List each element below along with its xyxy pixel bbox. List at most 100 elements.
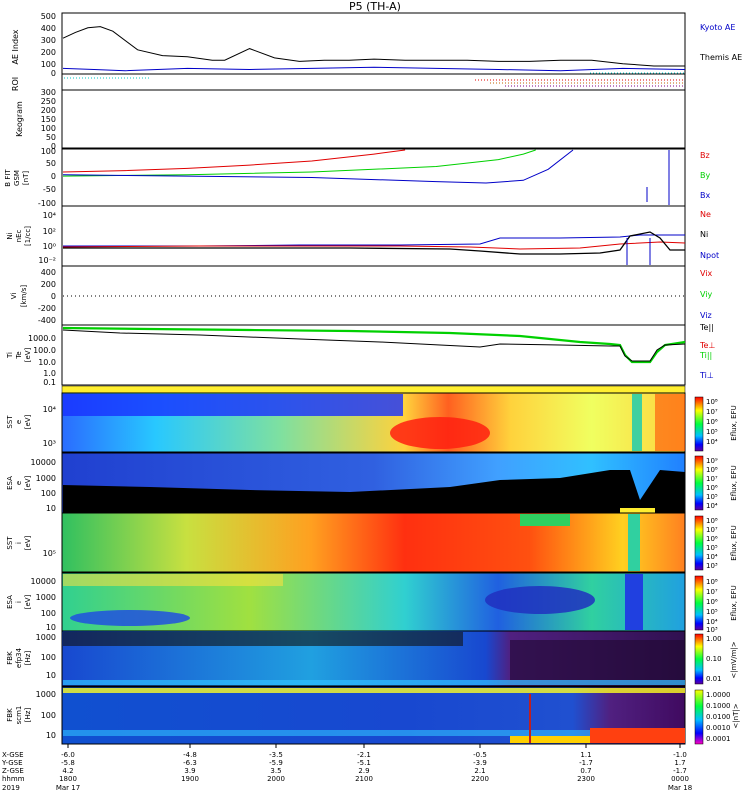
temperature-ytick: 1000.0 (28, 334, 56, 343)
axis-row-label: Z-GSE (2, 767, 24, 775)
fbk-b-ytick: 10 (46, 731, 56, 740)
keogram-ylabel: Keogram (15, 101, 24, 137)
velocity-ytick: -200 (38, 304, 56, 313)
sst-e-colorbar (694, 396, 704, 452)
esa-i-cbar-tick: 10⁴ (706, 618, 718, 626)
bx-line (62, 149, 574, 184)
density-ytick: 10⁻² (38, 256, 56, 265)
fbk-b-cbar-tick: 0.1000 (706, 702, 731, 710)
esa-i-cbar-tick: 10⁵ (706, 608, 718, 616)
x-tick-label: Mar 17 (56, 784, 80, 792)
esa-e-ytick: 10 (46, 504, 56, 513)
fbk-b-ylabel-unit: [Hz] (24, 708, 32, 723)
esa-e-cbar-tick: 10⁸ (706, 466, 718, 474)
mode-bar (61, 385, 686, 394)
ae-ytick: 0 (51, 69, 56, 78)
legend-themis-ae: Themis AE (699, 53, 742, 62)
keogram-ytick: 200 (41, 106, 56, 115)
x-tick-label: 1800 (59, 775, 77, 783)
ni-line (63, 231, 685, 255)
density-ylabel-unit: [1/cc] (24, 226, 32, 246)
themis-ae-line (62, 26, 685, 67)
x-tick-label: 2300 (577, 775, 595, 783)
fbk-e-ytick: 10 (46, 671, 56, 680)
fbk-b-colorbar (694, 689, 704, 745)
velocity-ylabel-unit: [km/s] (20, 285, 28, 308)
density-ylabel: Ni (6, 232, 14, 239)
x-tick-label: -0.5 (473, 751, 487, 759)
ae-ytick: 400 (41, 24, 56, 33)
esa-e-cbar-tick: 10⁵ (706, 493, 718, 501)
x-tick-label: -3.5 (269, 751, 283, 759)
x-tick-label: 0000 (671, 775, 689, 783)
bfit-ylabel: B FIT (4, 169, 12, 187)
ae-ytick: 500 (41, 12, 56, 21)
temperature-panel: Ti Te [eV] 1000.0 100.0 10.0 1.0 0.1 Te|… (6, 323, 715, 387)
fbk-e-ytick: 100 (41, 653, 56, 662)
density-ytick: 10² (43, 227, 56, 236)
sst-i-ylabel-2: i (15, 542, 23, 544)
x-tick-label: 2200 (471, 775, 489, 783)
ae-ytick: 100 (41, 60, 56, 69)
plot-title: P5 (TH-A) (349, 0, 401, 13)
legend-by: By (700, 171, 710, 180)
legend-npot: Npot (700, 251, 719, 260)
esa-e-cbar-tick: 10⁷ (706, 475, 718, 483)
x-tick-label: 2000 (267, 775, 285, 783)
esa-i-ylabel-unit: [eV] (24, 594, 32, 609)
keogram-ytick: 100 (41, 124, 56, 133)
esa-e-ytick: 1000 (36, 474, 56, 483)
esa-e-ytick: 100 (41, 489, 56, 498)
esa-i-ytick: 10 (46, 623, 56, 632)
ti-par-line (62, 326, 686, 364)
roi-ylabel: ROI (11, 77, 20, 91)
axis-row-label: hhmm (2, 775, 25, 783)
esa-i-panel: ESA i [eV] 10000 1000 100 10 10⁸ 10⁷ 10⁶… (6, 572, 738, 634)
sst-e-cbar-tick: 10⁶ (706, 418, 718, 426)
fbk-e-ylabel: FBK (6, 651, 14, 665)
fbk-e-cbar-tick: 0.10 (706, 655, 722, 663)
esa-i-cbar-tick: 10⁸ (706, 578, 718, 586)
bz-line (62, 149, 406, 173)
density-ytick: 10⁰ (43, 242, 56, 251)
fbk-e-cbar-label: <|mV/m|> (730, 641, 738, 678)
sst-i-ytick: 10⁵ (43, 549, 56, 558)
x-tick-label: -5.1 (357, 759, 371, 767)
fbk-b-cbar-tick: 1.0000 (706, 691, 731, 699)
velocity-ytick: 200 (41, 280, 56, 289)
fbk-b-ylabel: FBK (6, 708, 14, 722)
temperature-ytick: 1.0 (43, 369, 56, 378)
sst-e-ylabel-unit: [eV] (24, 414, 32, 429)
sst-i-cbar-tick: 10⁶ (706, 535, 718, 543)
esa-i-cbar-tick: 10³ (706, 626, 718, 634)
sst-i-cbar-label: Eflux, EFU (730, 525, 738, 560)
bfit-ytick: -100 (38, 199, 56, 208)
temperature-ytick: 0.1 (43, 378, 56, 387)
x-tick-label: 2.9 (358, 767, 369, 775)
esa-e-ylabel-2: e (15, 481, 23, 485)
temperature-ytick: 10.0 (38, 358, 56, 367)
density-panel: Ni nEc [1/cc] 10⁴ 10² 10⁰ 10⁻² Ne Ni Npo… (6, 205, 719, 267)
sst-e-cbar-tick: 10⁴ (706, 438, 718, 446)
sst-i-ylabel: SST (6, 536, 14, 550)
fbk-b-cbar-tick: 0.0001 (706, 735, 731, 743)
x-tick-label: -1.7 (579, 759, 593, 767)
bfit-ylabel-unit: [nT] (22, 171, 30, 185)
temperature-ylabel-unit: [eV] (24, 347, 32, 362)
sst-i-cbar-tick: 10⁸ (706, 517, 718, 525)
legend-ti-par: Ti|| (699, 351, 712, 360)
ne-line (62, 241, 686, 250)
legend-bz: Bz (700, 151, 710, 160)
velocity-ytick: 0 (51, 292, 56, 301)
esa-i-cbar-tick: 10⁶ (706, 598, 718, 606)
keogram-ytick: 0 (51, 142, 56, 151)
sst-i-cbar-tick: 10³ (706, 562, 718, 570)
temperature-ylabel: Ti (6, 352, 14, 359)
bfit-ylabel-coord: GSM (13, 170, 21, 186)
ae-ytick: 300 (41, 36, 56, 45)
esa-e-cbar-tick: 10⁶ (706, 484, 718, 492)
esa-e-ytick: 10000 (31, 458, 56, 467)
esa-i-ylabel-2: i (15, 601, 23, 603)
esa-e-ylabel: ESA (6, 476, 14, 490)
